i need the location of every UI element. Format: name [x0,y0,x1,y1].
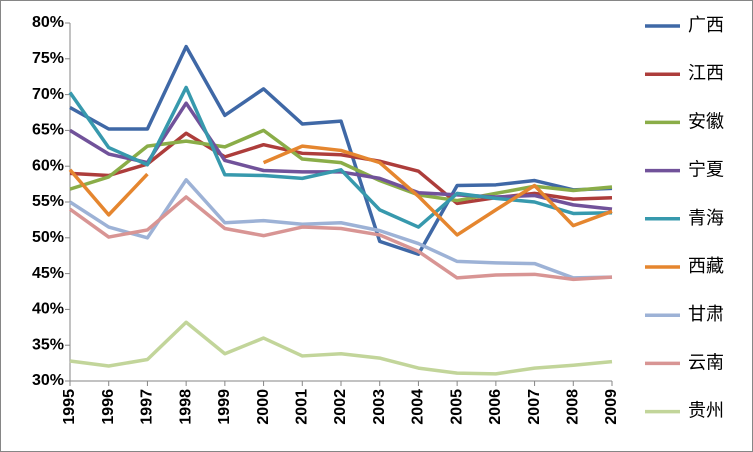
x-tick-label: 2000 [255,389,272,425]
series-line [68,85,613,229]
x-tick-label: 2006 [487,389,504,425]
x-tick-label: 1996 [100,389,117,425]
y-tick-label: 75% [32,50,64,67]
x-tick-label: 2005 [448,389,465,425]
legend-label: 江西 [688,63,724,84]
y-tick-label: 80% [32,14,64,31]
legend-label: 宁夏 [688,160,724,181]
y-tick-label: 50% [32,229,64,246]
x-tick-label: 1998 [177,389,194,425]
y-tick-label: 35% [32,336,64,353]
y-tick-label: 30% [32,372,64,389]
y-tick-label: 65% [32,122,64,139]
x-tick-label: 2008 [565,389,582,425]
legend-label: 甘肃 [688,304,724,325]
legend-label: 广西 [688,15,724,36]
y-tick-label: 40% [32,301,64,318]
series-line [68,144,613,237]
series-line [69,320,613,376]
legend-label: 贵州 [688,401,724,422]
y-tick-label: 70% [32,86,64,103]
legend-label: 云南 [688,352,724,373]
x-tick-label: 2009 [603,389,620,425]
x-tick-label: 2003 [371,389,388,425]
y-tick-label: 60% [32,157,64,174]
series-line [68,195,613,282]
x-tick-label: 1999 [216,389,233,425]
x-tick-label: 1997 [139,389,156,425]
y-tick-label: 55% [32,193,64,210]
x-tick-label: 2002 [332,389,349,425]
legend-label: 青海 [688,208,724,229]
x-tick-label: 2001 [294,389,311,425]
series-line [69,44,613,257]
y-tick-label: 45% [32,265,64,282]
legend-label: 西藏 [688,256,724,277]
x-tick-label: 1995 [61,389,78,425]
legend-label: 安徽 [688,111,724,132]
x-tick-label: 2007 [526,389,543,425]
x-tick-label: 2004 [410,389,427,425]
